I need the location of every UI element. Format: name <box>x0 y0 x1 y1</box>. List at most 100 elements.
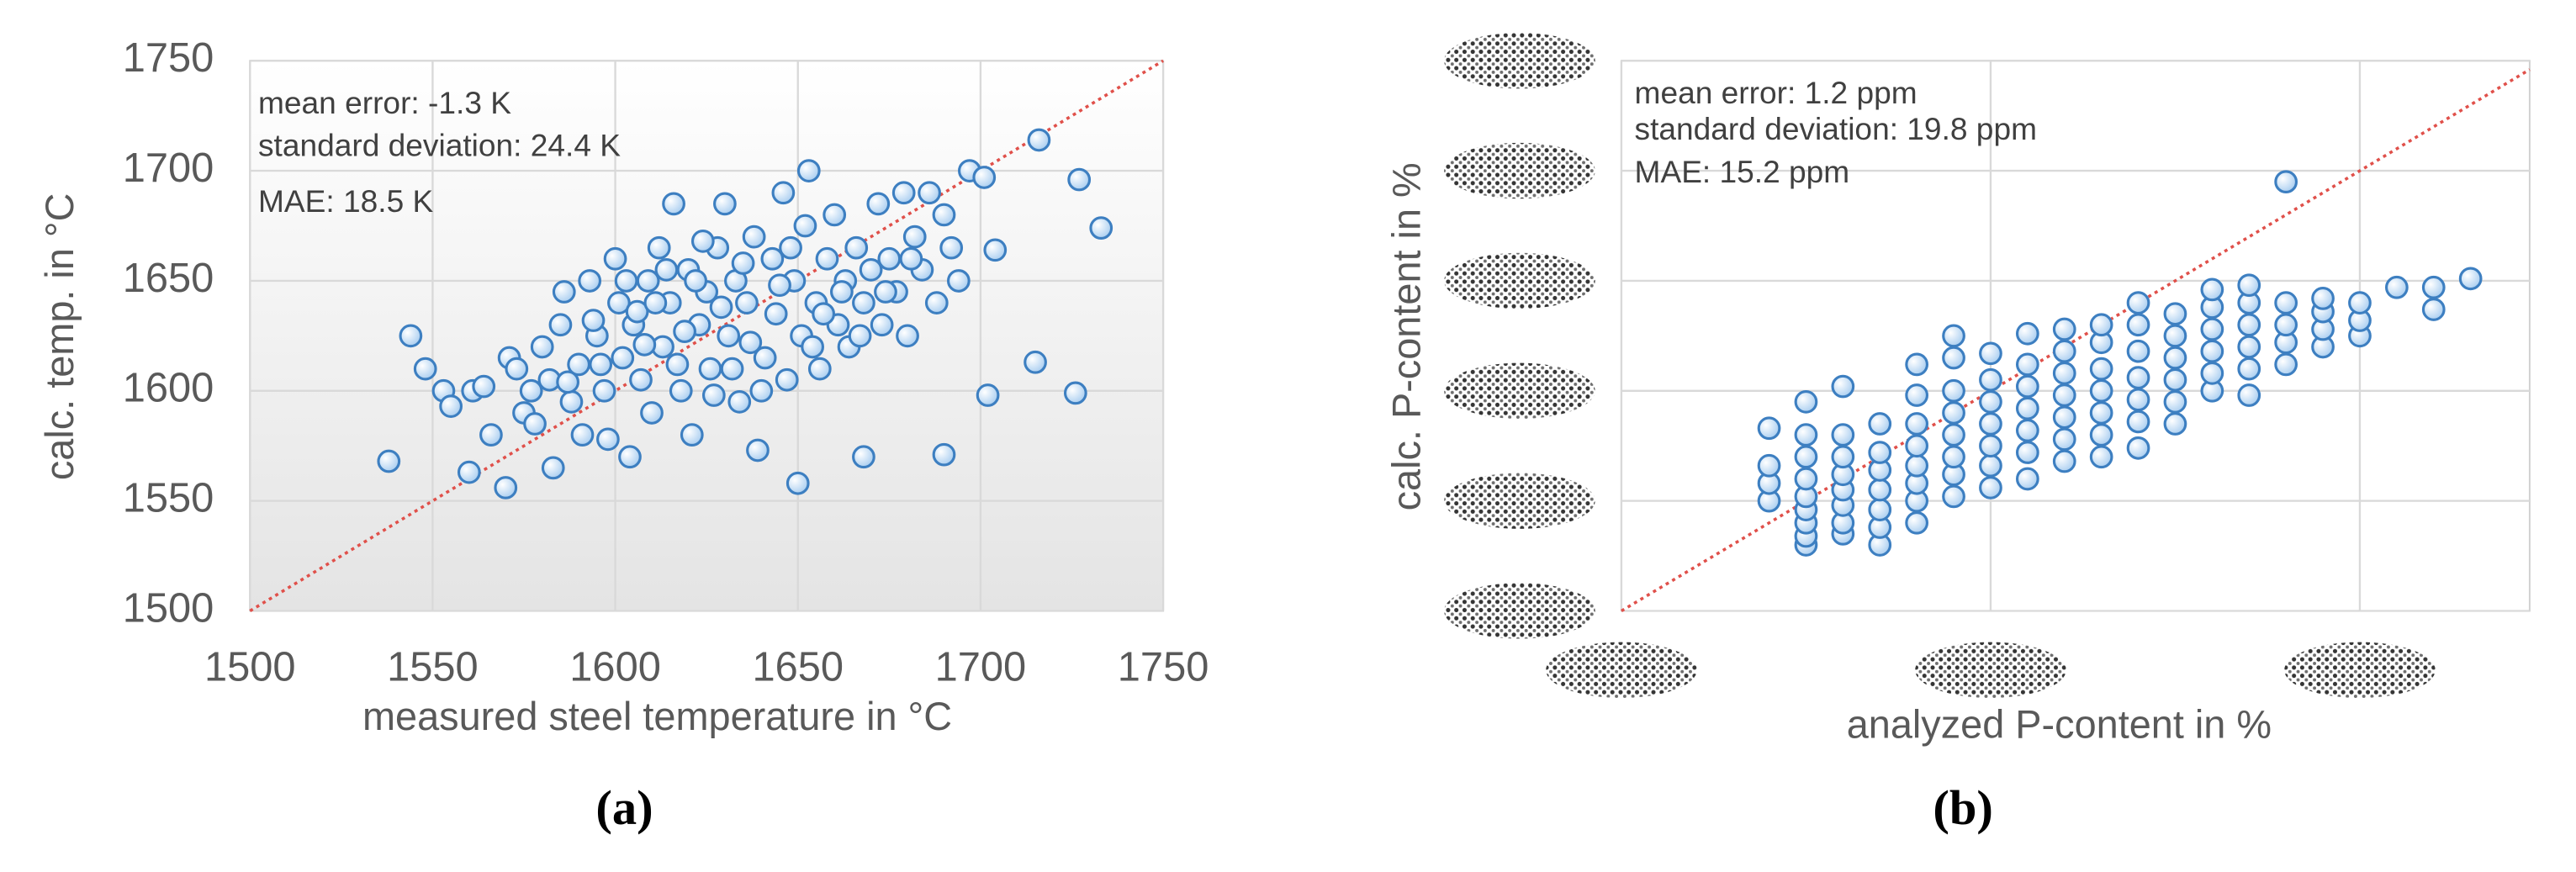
y-tick-label: 1550 <box>123 476 214 521</box>
data-point <box>1979 453 2002 478</box>
data-point <box>2052 383 2076 407</box>
data-point <box>614 269 638 293</box>
data-point <box>815 246 839 271</box>
data-point <box>1979 434 2002 458</box>
data-point <box>607 291 631 314</box>
annotation: MAE: 15.2 ppm <box>1635 154 1850 189</box>
annotation: standard deviation: 24.4 K <box>258 128 621 163</box>
redacted-tick-label <box>1444 583 1595 639</box>
panel-label: (b) <box>1933 780 1993 835</box>
data-point <box>1905 352 1929 377</box>
data-point <box>2237 335 2261 359</box>
data-point <box>932 442 956 467</box>
x-tick-label: 1500 <box>204 645 296 690</box>
data-point <box>2274 313 2298 337</box>
data-point <box>2126 339 2150 363</box>
data-point <box>771 181 796 205</box>
redacted-tick-label <box>1444 33 1595 89</box>
data-point <box>1868 498 1892 521</box>
data-point <box>1794 390 1818 414</box>
data-point <box>2163 346 2187 370</box>
data-point <box>494 476 518 499</box>
data-point <box>618 445 642 469</box>
data-point <box>844 235 869 260</box>
data-point <box>541 456 565 480</box>
data-point <box>924 291 949 314</box>
data-point <box>2237 313 2261 337</box>
annotation: MAE: 18.5 K <box>258 183 433 219</box>
data-point <box>669 378 693 403</box>
data-point <box>684 269 708 293</box>
data-point <box>578 269 602 293</box>
y-tick-label: 1700 <box>123 145 214 191</box>
data-point <box>2089 401 2113 425</box>
data-point <box>690 229 715 253</box>
data-point <box>2200 361 2224 385</box>
data-point <box>2089 357 2113 381</box>
data-point <box>896 324 919 348</box>
redacted-tick-label <box>1444 362 1595 419</box>
data-point <box>1979 341 2002 366</box>
data-point <box>2052 361 2076 385</box>
data-point <box>775 367 799 392</box>
data-point <box>2163 302 2187 326</box>
data-point <box>753 346 777 370</box>
data-point <box>413 357 437 381</box>
data-point <box>939 235 964 260</box>
data-point <box>2089 423 2113 447</box>
data-point <box>570 423 595 447</box>
x-tick-label: 1550 <box>387 645 479 690</box>
data-point <box>662 192 685 216</box>
data-point <box>2163 324 2187 348</box>
data-point <box>439 394 463 418</box>
data-point <box>457 460 481 484</box>
data-point <box>768 273 791 298</box>
data-point <box>2126 410 2150 434</box>
data-point <box>2237 383 2261 407</box>
data-point <box>1942 484 1965 509</box>
data-point <box>918 181 941 205</box>
data-point <box>1063 381 1087 405</box>
data-point <box>1027 128 1051 152</box>
redacted-tick-label <box>1915 642 2066 698</box>
data-point <box>1905 383 1929 407</box>
data-point <box>556 370 579 394</box>
data-point <box>1979 367 2002 392</box>
data-point <box>625 299 649 324</box>
x-tick-label: 1750 <box>1118 645 1209 690</box>
data-point <box>611 346 635 370</box>
data-point <box>2015 419 2039 442</box>
data-point <box>1979 476 2002 499</box>
data-point <box>852 445 875 469</box>
x-axis-title: analyzed P-content in % <box>1847 703 2272 747</box>
data-point <box>505 357 529 381</box>
data-point <box>1942 324 1965 348</box>
annotation: standard deviation: 19.8 ppm <box>1635 111 2037 146</box>
data-point <box>1757 416 1781 441</box>
data-point <box>399 324 423 348</box>
y-tick-label: 1750 <box>123 35 214 81</box>
data-point <box>764 302 788 326</box>
data-point <box>796 159 821 182</box>
data-point <box>1868 478 1892 502</box>
data-point <box>852 291 875 314</box>
data-point <box>2089 445 2113 469</box>
data-point <box>1794 423 1818 447</box>
data-point <box>2126 291 2150 314</box>
data-point <box>2126 313 2150 337</box>
data-point <box>1942 423 1965 447</box>
data-point <box>647 235 671 260</box>
data-point <box>2015 321 2039 346</box>
data-point <box>976 383 1000 407</box>
data-point <box>812 302 836 326</box>
data-point <box>1979 390 2002 414</box>
data-point <box>2274 170 2298 194</box>
data-point <box>2052 339 2076 363</box>
data-point <box>738 330 763 355</box>
y-axis-title: calc. temp. in °C <box>38 193 82 481</box>
data-point <box>859 257 883 282</box>
data-point <box>2163 412 2187 436</box>
data-point <box>735 291 759 314</box>
data-point <box>2384 275 2409 299</box>
data-point <box>2274 352 2298 377</box>
